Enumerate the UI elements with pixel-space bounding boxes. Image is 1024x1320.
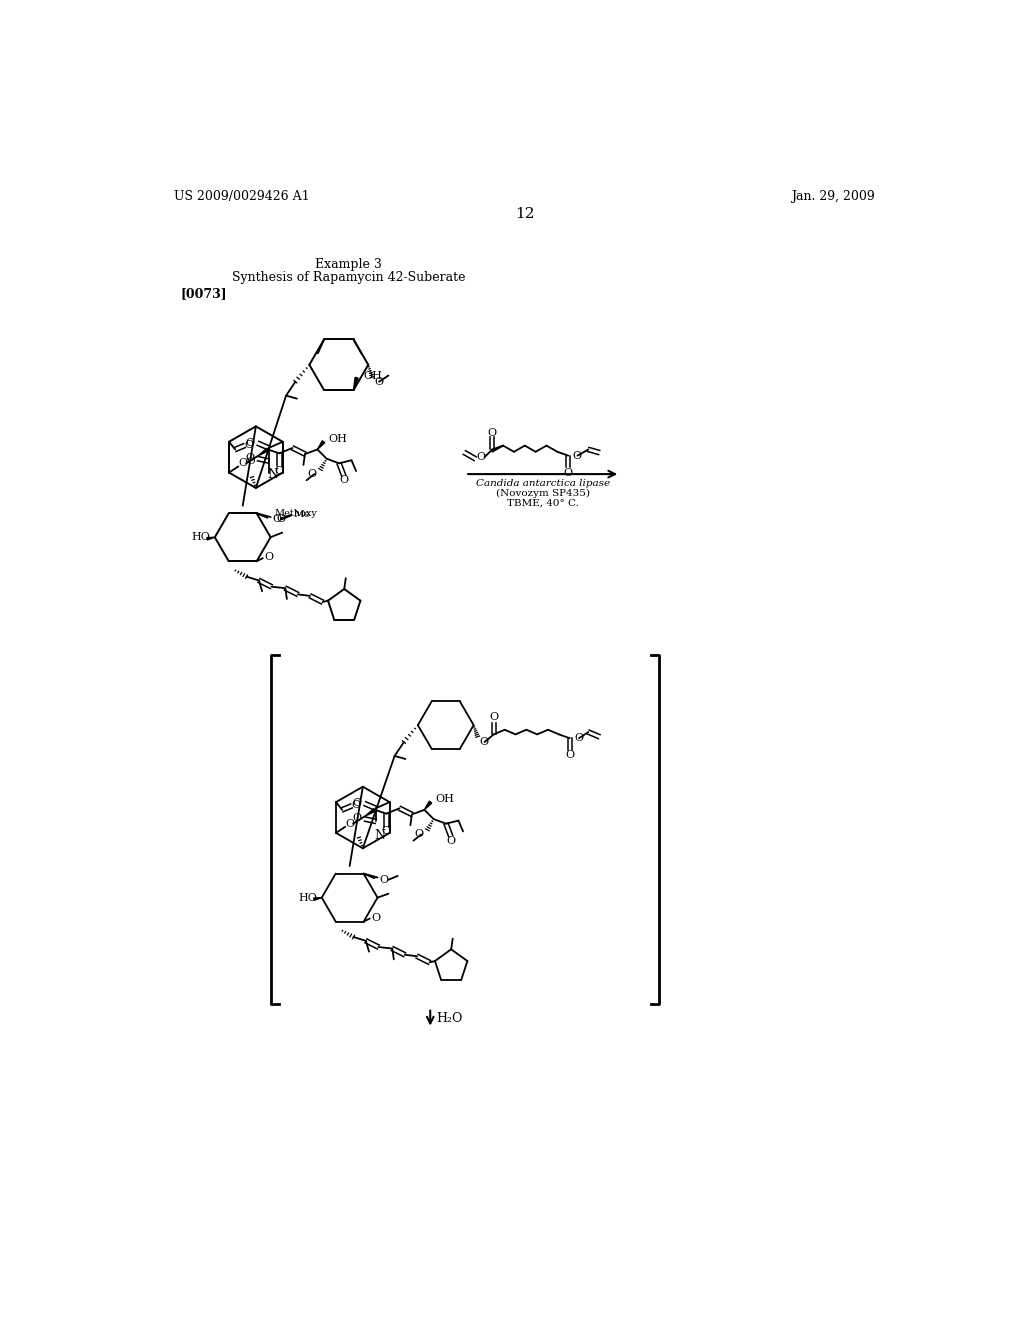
Polygon shape (207, 537, 215, 540)
Text: O: O (480, 737, 489, 747)
Text: O: O (565, 750, 574, 760)
Polygon shape (366, 809, 376, 816)
Polygon shape (313, 898, 322, 900)
Text: N: N (267, 469, 279, 482)
Text: Example 3: Example 3 (315, 259, 382, 271)
Polygon shape (258, 449, 268, 455)
Text: Methoxy: Methoxy (274, 508, 316, 517)
Text: US 2009/0029426 A1: US 2009/0029426 A1 (174, 190, 310, 203)
Text: O: O (489, 713, 499, 722)
Text: (Novozym SP435): (Novozym SP435) (496, 488, 590, 498)
Text: Synthesis of Rapamycin 42-Suberate: Synthesis of Rapamycin 42-Suberate (232, 271, 466, 284)
Text: O: O (372, 912, 381, 923)
Text: O: O (276, 513, 285, 524)
Text: O: O (247, 457, 255, 466)
Text: O: O (307, 469, 316, 479)
Polygon shape (353, 378, 358, 391)
Text: HO: HO (298, 892, 317, 903)
Text: O: O (379, 875, 388, 884)
Text: O: O (272, 515, 282, 524)
Text: N: N (374, 829, 385, 842)
Text: OH: OH (435, 795, 454, 804)
Text: O: O (476, 453, 485, 462)
Text: O: O (572, 450, 582, 461)
Text: HO: HO (191, 532, 210, 543)
Text: Jan. 29, 2009: Jan. 29, 2009 (792, 190, 876, 203)
Text: O: O (239, 458, 248, 469)
Text: O: O (563, 467, 572, 478)
Text: O: O (375, 376, 384, 387)
Text: O: O (246, 437, 255, 447)
Text: O: O (415, 829, 424, 840)
Text: O: O (245, 440, 254, 450)
Text: TBME, 40° C.: TBME, 40° C. (507, 499, 579, 508)
Text: O: O (246, 453, 255, 463)
Text: Me: Me (294, 510, 310, 519)
Text: OH: OH (329, 434, 347, 444)
Text: Candida antarctica lipase: Candida antarctica lipase (475, 479, 609, 488)
Text: H₂O: H₂O (436, 1011, 463, 1024)
Text: O: O (339, 475, 348, 486)
Text: O: O (274, 466, 284, 477)
Polygon shape (317, 441, 325, 449)
Text: 12: 12 (515, 207, 535, 220)
Text: O: O (487, 428, 497, 437)
Text: O: O (382, 826, 391, 837)
Text: O: O (264, 552, 273, 562)
Text: O: O (574, 733, 584, 743)
Text: O: O (351, 800, 360, 810)
Text: OH: OH (364, 371, 383, 381)
Text: O: O (352, 813, 361, 824)
Text: O: O (352, 797, 361, 808)
Polygon shape (424, 801, 432, 810)
Text: O: O (446, 836, 456, 846)
Text: O: O (345, 818, 354, 829)
Text: [0073]: [0073] (180, 286, 227, 300)
